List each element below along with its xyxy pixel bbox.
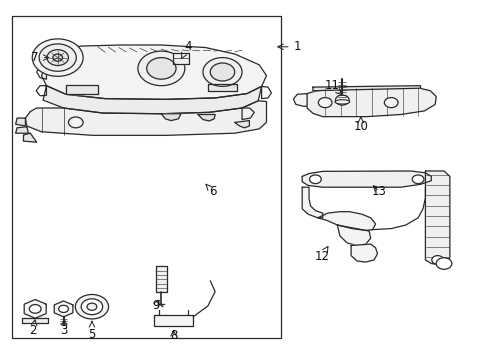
Text: 9: 9 <box>151 299 159 312</box>
Circle shape <box>32 39 83 76</box>
Polygon shape <box>198 114 215 121</box>
Polygon shape <box>23 133 37 142</box>
Circle shape <box>75 294 108 319</box>
Text: 6: 6 <box>205 184 216 198</box>
Polygon shape <box>302 171 430 187</box>
Text: 1: 1 <box>277 40 301 53</box>
Circle shape <box>210 63 234 81</box>
Polygon shape <box>337 225 370 246</box>
Text: 7: 7 <box>31 51 49 64</box>
Circle shape <box>29 305 41 313</box>
Text: 13: 13 <box>371 185 386 198</box>
Text: 12: 12 <box>314 247 328 263</box>
Polygon shape <box>154 315 193 326</box>
Polygon shape <box>16 118 25 126</box>
Polygon shape <box>306 87 435 117</box>
Polygon shape <box>312 86 420 91</box>
Circle shape <box>435 258 451 269</box>
Text: 5: 5 <box>88 321 96 341</box>
Circle shape <box>59 305 68 312</box>
Polygon shape <box>54 301 73 317</box>
Circle shape <box>47 50 68 66</box>
Polygon shape <box>302 187 322 218</box>
Polygon shape <box>22 318 48 323</box>
Circle shape <box>411 175 423 184</box>
Polygon shape <box>24 300 46 318</box>
Text: 4: 4 <box>181 40 192 58</box>
Polygon shape <box>207 84 237 91</box>
Polygon shape <box>293 94 306 106</box>
Circle shape <box>81 299 102 315</box>
Circle shape <box>146 58 176 79</box>
Circle shape <box>431 256 443 264</box>
Circle shape <box>138 51 184 86</box>
Polygon shape <box>350 244 377 262</box>
Polygon shape <box>234 121 249 128</box>
Circle shape <box>318 98 331 108</box>
Polygon shape <box>66 85 98 94</box>
Circle shape <box>203 58 242 86</box>
Polygon shape <box>43 86 261 114</box>
Polygon shape <box>155 266 167 292</box>
Circle shape <box>384 98 397 108</box>
Text: 8: 8 <box>169 329 177 342</box>
Circle shape <box>309 175 321 184</box>
Circle shape <box>53 54 62 61</box>
Polygon shape <box>25 101 266 135</box>
Polygon shape <box>41 45 266 99</box>
Text: 2: 2 <box>29 320 37 337</box>
Circle shape <box>68 117 83 128</box>
Text: 3: 3 <box>60 320 67 337</box>
Circle shape <box>87 303 97 310</box>
Circle shape <box>335 95 348 105</box>
Polygon shape <box>173 53 188 64</box>
Polygon shape <box>161 114 181 121</box>
Polygon shape <box>16 127 28 133</box>
Ellipse shape <box>334 100 349 104</box>
Polygon shape <box>425 171 449 265</box>
Text: 11: 11 <box>325 79 341 95</box>
Text: 10: 10 <box>353 117 367 133</box>
Circle shape <box>39 44 76 71</box>
Polygon shape <box>317 212 375 230</box>
